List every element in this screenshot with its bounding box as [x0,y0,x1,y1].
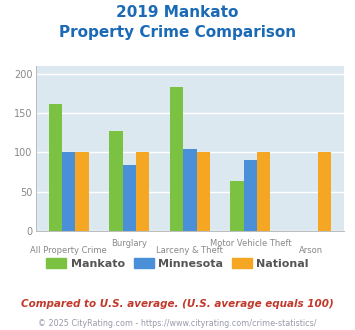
Bar [62,152,76,231]
Bar [123,165,136,231]
Legend: Mankato, Minnesota, National: Mankato, Minnesota, National [42,254,313,273]
Bar [76,152,89,231]
Text: Property Crime Comparison: Property Crime Comparison [59,25,296,40]
Bar [109,131,123,231]
Bar [230,181,244,231]
Text: 2019 Mankato: 2019 Mankato [116,5,239,20]
Text: Burglary: Burglary [111,239,147,248]
Text: Motor Vehicle Theft: Motor Vehicle Theft [210,239,291,248]
Text: © 2025 CityRating.com - https://www.cityrating.com/crime-statistics/: © 2025 CityRating.com - https://www.city… [38,319,317,328]
Bar [49,104,62,231]
Bar [197,152,210,231]
Bar [244,159,257,231]
Text: Arson: Arson [299,246,323,255]
Text: All Property Crime: All Property Crime [31,246,107,255]
Bar [136,152,149,231]
Bar [318,152,331,231]
Bar [170,87,183,231]
Bar [183,149,197,231]
Text: Compared to U.S. average. (U.S. average equals 100): Compared to U.S. average. (U.S. average … [21,299,334,309]
Text: Larceny & Theft: Larceny & Theft [157,246,223,255]
Bar [257,152,271,231]
